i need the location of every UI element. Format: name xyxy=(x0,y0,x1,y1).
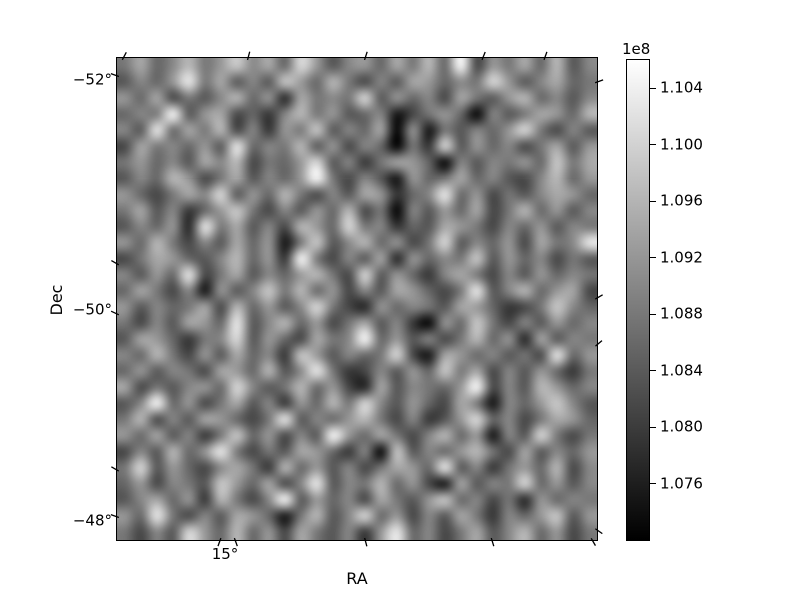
x-axis-label: RA xyxy=(346,569,368,588)
sky-map-heatmap xyxy=(116,57,598,541)
colorbar-tick-mark xyxy=(649,426,656,428)
colorbar-tick-mark xyxy=(649,483,656,485)
dec-tick-label: −52° xyxy=(72,70,112,89)
colorbar-tick-label: 1.092 xyxy=(660,248,703,267)
ra-tick-label: 15° xyxy=(211,545,239,563)
colorbar-tick-label: 1.088 xyxy=(660,304,703,323)
dec-tick-label: −50° xyxy=(72,300,112,319)
colorbar-tick-mark xyxy=(649,370,656,372)
colorbar-tick-label: 1.096 xyxy=(660,191,703,210)
colorbar-tick-label: 1.100 xyxy=(660,135,703,154)
colorbar-tick-label: 1.080 xyxy=(660,417,703,436)
colorbar-offset-label: 1e8 xyxy=(622,40,651,58)
colorbar-tick-mark xyxy=(649,257,656,259)
colorbar-tick-label: 1.084 xyxy=(660,361,703,380)
colorbar-tick-mark xyxy=(649,87,656,89)
colorbar-tick-label: 1.104 xyxy=(660,78,703,97)
dec-tick-label: −48° xyxy=(72,511,112,530)
colorbar-tick-mark xyxy=(649,200,656,202)
colorbar-tick-label: 1.076 xyxy=(660,474,703,493)
y-axis-label: Dec xyxy=(47,284,66,316)
colorbar-tick-mark xyxy=(649,144,656,146)
colorbar xyxy=(626,59,650,541)
colorbar-tick-mark xyxy=(649,313,656,315)
